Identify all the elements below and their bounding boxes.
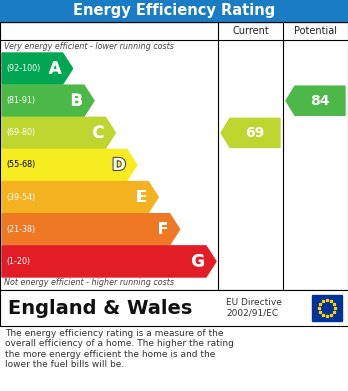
Polygon shape xyxy=(221,118,280,147)
Polygon shape xyxy=(2,246,216,277)
Text: Very energy efficient - lower running costs: Very energy efficient - lower running co… xyxy=(4,42,174,51)
Text: Not energy efficient - higher running costs: Not energy efficient - higher running co… xyxy=(4,278,174,287)
Polygon shape xyxy=(2,181,158,213)
Text: (69-80): (69-80) xyxy=(6,128,35,137)
Polygon shape xyxy=(2,85,94,116)
Text: D: D xyxy=(112,156,126,174)
Bar xyxy=(0,22,348,290)
Text: (21-38): (21-38) xyxy=(6,225,35,234)
Polygon shape xyxy=(2,117,116,149)
Text: 84: 84 xyxy=(310,94,330,108)
Bar xyxy=(0,290,348,326)
Text: A: A xyxy=(49,59,62,77)
Polygon shape xyxy=(2,53,73,84)
Polygon shape xyxy=(2,149,137,181)
Text: The energy efficiency rating is a measure of the
overall efficiency of a home. T: The energy efficiency rating is a measur… xyxy=(5,329,234,369)
Text: Current: Current xyxy=(232,26,269,36)
Text: England & Wales: England & Wales xyxy=(8,298,192,317)
Text: (39-54): (39-54) xyxy=(6,193,35,202)
Text: (1-20): (1-20) xyxy=(6,257,30,266)
Bar xyxy=(312,295,342,321)
Text: EU Directive
2002/91/EC: EU Directive 2002/91/EC xyxy=(226,298,282,318)
Text: (92-100): (92-100) xyxy=(6,64,40,73)
Text: Energy Efficiency Rating: Energy Efficiency Rating xyxy=(73,4,275,18)
Text: (81-91): (81-91) xyxy=(6,96,35,105)
Text: E: E xyxy=(136,188,147,206)
Text: (55-68): (55-68) xyxy=(6,160,35,170)
Text: B: B xyxy=(70,92,83,110)
Text: Potential: Potential xyxy=(294,26,337,36)
Polygon shape xyxy=(286,86,345,115)
Text: F: F xyxy=(157,220,169,238)
Polygon shape xyxy=(2,214,180,245)
Text: G: G xyxy=(191,253,205,271)
Text: C: C xyxy=(92,124,104,142)
Bar xyxy=(0,0,348,22)
Text: 69: 69 xyxy=(245,126,264,140)
